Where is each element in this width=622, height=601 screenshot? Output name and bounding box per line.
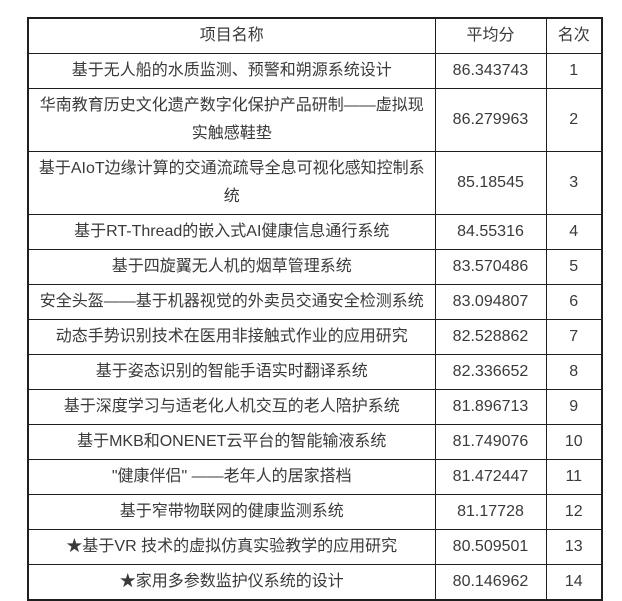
average-score-cell: 80.509501 [434, 529, 547, 565]
rank-cell: 5 [545, 249, 603, 285]
rank-cell: 4 [545, 214, 603, 250]
project-name-cell: 安全头盔——基于机器视觉的外卖员交通安全检测系统 [27, 284, 436, 320]
rank-cell: 12 [545, 494, 603, 530]
table-row: 基于MKB和ONENET云平台的智能输液系统 81.749076 10 [27, 424, 603, 460]
project-name-cell: ★基于VR 技术的虚拟仿真实验教学的应用研究 [27, 529, 436, 565]
project-name-cell: 基于窄带物联网的健康监测系统 [27, 494, 436, 530]
project-name-cell: 基于MKB和ONENET云平台的智能输液系统 [27, 424, 436, 460]
average-score-cell: 83.094807 [434, 284, 547, 320]
project-name-cell: 基于无人船的水质监测、预警和朔源系统设计 [27, 53, 436, 89]
rank-cell: 11 [545, 459, 603, 495]
table-row: ★基于VR 技术的虚拟仿真实验教学的应用研究 80.509501 13 [27, 529, 603, 565]
column-header-rank: 名次 [545, 17, 603, 54]
project-ranking-table: 项目名称 平均分 名次 基于无人船的水质监测、预警和朔源系统设计 86.3437… [27, 17, 603, 601]
project-name-cell: ★家用多参数监护仪系统的设计 [27, 564, 436, 601]
table-row: 基于姿态识别的智能手语实时翻译系统 82.336652 8 [27, 354, 603, 390]
column-header-average-score: 平均分 [434, 17, 547, 54]
project-name-cell: 基于深度学习与适老化人机交互的老人陪护系统 [27, 389, 436, 425]
rank-cell: 6 [545, 284, 603, 320]
average-score-cell: 81.896713 [434, 389, 547, 425]
rank-cell: 14 [545, 564, 603, 601]
column-header-project-name: 项目名称 [27, 17, 436, 54]
rank-cell: 8 [545, 354, 603, 390]
rank-cell: 1 [545, 53, 603, 89]
rank-cell: 7 [545, 319, 603, 355]
project-name-cell: 基于四旋翼无人机的烟草管理系统 [27, 249, 436, 285]
rank-cell: 10 [545, 424, 603, 460]
table-row: "健康伴侣" ——老年人的居家搭档 81.472447 11 [27, 459, 603, 495]
rank-cell: 9 [545, 389, 603, 425]
average-score-cell: 81.749076 [434, 424, 547, 460]
average-score-cell: 82.528862 [434, 319, 547, 355]
ranking-table-container: 项目名称 平均分 名次 基于无人船的水质监测、预警和朔源系统设计 86.3437… [27, 17, 603, 601]
project-name-cell: 华南教育历史文化遗产数字化保护产品研制——虚拟现实触感鞋垫 [27, 88, 436, 152]
project-name-cell: 基于姿态识别的智能手语实时翻译系统 [27, 354, 436, 390]
average-score-cell: 86.279963 [434, 88, 547, 152]
average-score-cell: 85.18545 [434, 151, 547, 215]
table-row: 安全头盔——基于机器视觉的外卖员交通安全检测系统 83.094807 6 [27, 284, 603, 320]
average-score-cell: 84.55316 [434, 214, 547, 250]
table-row: 基于窄带物联网的健康监测系统 81.17728 12 [27, 494, 603, 530]
table-row: 基于深度学习与适老化人机交互的老人陪护系统 81.896713 9 [27, 389, 603, 425]
rank-cell: 3 [545, 151, 603, 215]
average-score-cell: 81.472447 [434, 459, 547, 495]
rank-cell: 2 [545, 88, 603, 152]
project-name-cell: "健康伴侣" ——老年人的居家搭档 [27, 459, 436, 495]
average-score-cell: 83.570486 [434, 249, 547, 285]
average-score-cell: 80.146962 [434, 564, 547, 601]
table-row: 动态手势识别技术在医用非接触式作业的应用研究 82.528862 7 [27, 319, 603, 355]
project-name-cell: 动态手势识别技术在医用非接触式作业的应用研究 [27, 319, 436, 355]
table-header-row: 项目名称 平均分 名次 [27, 17, 603, 54]
table-row: 基于AIoT边缘计算的交通流疏导全息可视化感知控制系统 85.18545 3 [27, 151, 603, 215]
table-row: 基于无人船的水质监测、预警和朔源系统设计 86.343743 1 [27, 53, 603, 89]
average-score-cell: 81.17728 [434, 494, 547, 530]
project-name-cell: 基于AIoT边缘计算的交通流疏导全息可视化感知控制系统 [27, 151, 436, 215]
table-row: 基于四旋翼无人机的烟草管理系统 83.570486 5 [27, 249, 603, 285]
average-score-cell: 86.343743 [434, 53, 547, 89]
table-row: 华南教育历史文化遗产数字化保护产品研制——虚拟现实触感鞋垫 86.279963 … [27, 88, 603, 152]
project-name-cell: 基于RT-Thread的嵌入式AI健康信息通行系统 [27, 214, 436, 250]
rank-cell: 13 [545, 529, 603, 565]
table-row: 基于RT-Thread的嵌入式AI健康信息通行系统 84.55316 4 [27, 214, 603, 250]
table-row: ★家用多参数监护仪系统的设计 80.146962 14 [27, 564, 603, 601]
average-score-cell: 82.336652 [434, 354, 547, 390]
